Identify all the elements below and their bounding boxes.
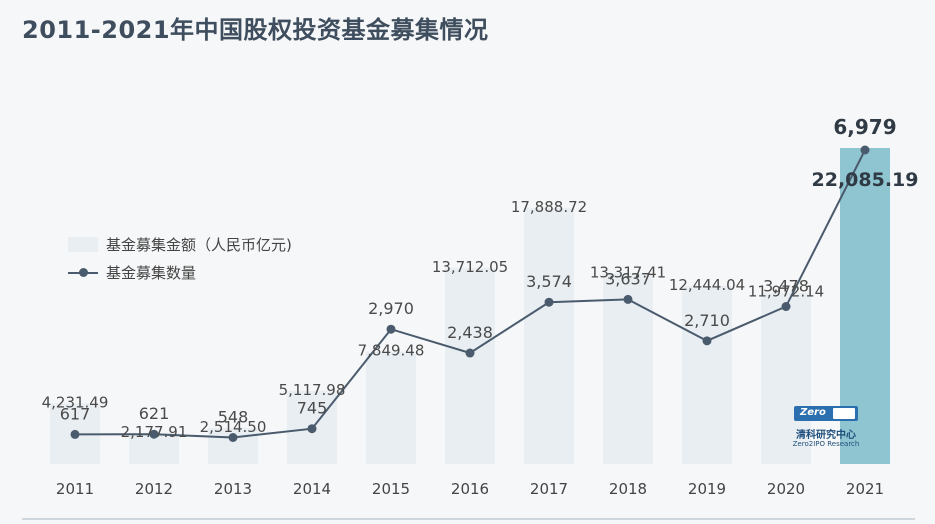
count-label-2020: 3,478: [763, 277, 809, 296]
count-label-2019: 2,710: [684, 311, 730, 330]
x-tick-label: 2020: [767, 480, 805, 498]
count-point-2016: [465, 348, 475, 358]
count-label-2017: 3,574: [526, 272, 572, 291]
count-label-2018: 3,637: [605, 269, 651, 288]
x-tick-label: 2016: [451, 480, 489, 498]
x-tick-label: 2015: [372, 480, 410, 498]
x-tick-label: 2021: [846, 480, 884, 498]
amount-label-2017: 17,888.72: [511, 198, 587, 216]
legend-item-count: 基金募集数量: [68, 258, 292, 286]
count-label-2016: 2,438: [447, 323, 493, 342]
x-tick-label: 2019: [688, 480, 726, 498]
legend-item-amount: 基金募集金额（人民币亿元): [68, 230, 292, 258]
legend-line-swatch: [68, 265, 98, 280]
chart-title: 2011-2021年中国股权投资基金募集情况: [22, 16, 489, 44]
amount-label-2019: 12,444.04: [669, 276, 745, 294]
count-point-2021: [860, 145, 870, 155]
amount-label-2021: 22,085.19: [812, 169, 919, 191]
bar-2018: [603, 273, 653, 464]
count-point-2018: [623, 294, 633, 304]
chart-legend: 基金募集金额（人民币亿元) 基金募集数量: [68, 230, 292, 286]
bottom-divider: [22, 518, 915, 520]
x-tick-label: 2017: [530, 480, 568, 498]
amount-label-2013: 2,514.50: [200, 418, 267, 436]
x-tick-label: 2011: [56, 480, 94, 498]
legend-label-count: 基金募集数量: [106, 263, 197, 282]
count-label-2012: 621: [139, 404, 170, 423]
amount-label-2020: 11,972.14: [748, 283, 824, 301]
count-label-2014: 745: [297, 399, 328, 418]
amount-label-2014: 5,117.98: [279, 381, 346, 399]
bar-2020: [761, 292, 811, 464]
x-tick-label: 2013: [214, 480, 252, 498]
legend-label-amount: 基金募集金额（人民币亿元): [106, 235, 292, 254]
count-point-2014: [307, 424, 317, 434]
count-point-2015: [386, 324, 396, 334]
bar-2017: [524, 208, 574, 464]
watermark-logo: Zero 清科研究中心 Zero2IPO Research: [790, 406, 862, 462]
amount-label-2015: 7,849.48: [358, 342, 425, 360]
watermark-badge: Zero: [794, 406, 858, 421]
count-point-2017: [544, 297, 554, 307]
count-label-2021: 6,979: [833, 115, 896, 139]
count-point-2012: [149, 429, 159, 439]
x-tick-label: 2018: [609, 480, 647, 498]
count-point-2013: [228, 433, 238, 443]
amount-label-2012: 2,177.91: [121, 423, 188, 441]
count-point-2020: [781, 302, 791, 312]
bar-2019: [682, 285, 732, 464]
count-label-2015: 2,970: [368, 299, 414, 318]
amount-label-2011: 4,231.49: [42, 393, 109, 411]
bar-2015: [366, 351, 416, 464]
count-point-2011: [70, 429, 80, 439]
watermark-text-cn: 清科研究中心: [796, 430, 856, 441]
count-label-2013: 548: [218, 408, 249, 427]
x-tick-label: 2014: [293, 480, 331, 498]
amount-label-2016: 13,712.05: [432, 258, 508, 276]
count-point-2019: [702, 336, 712, 346]
amount-label-2018: 13,317.41: [590, 263, 666, 281]
watermark-text-en: Zero2IPO Research: [792, 440, 860, 448]
bar-2016: [445, 267, 495, 464]
legend-bar-swatch: [68, 236, 98, 252]
count-label-2011: 617: [60, 404, 91, 423]
x-tick-label: 2012: [135, 480, 173, 498]
